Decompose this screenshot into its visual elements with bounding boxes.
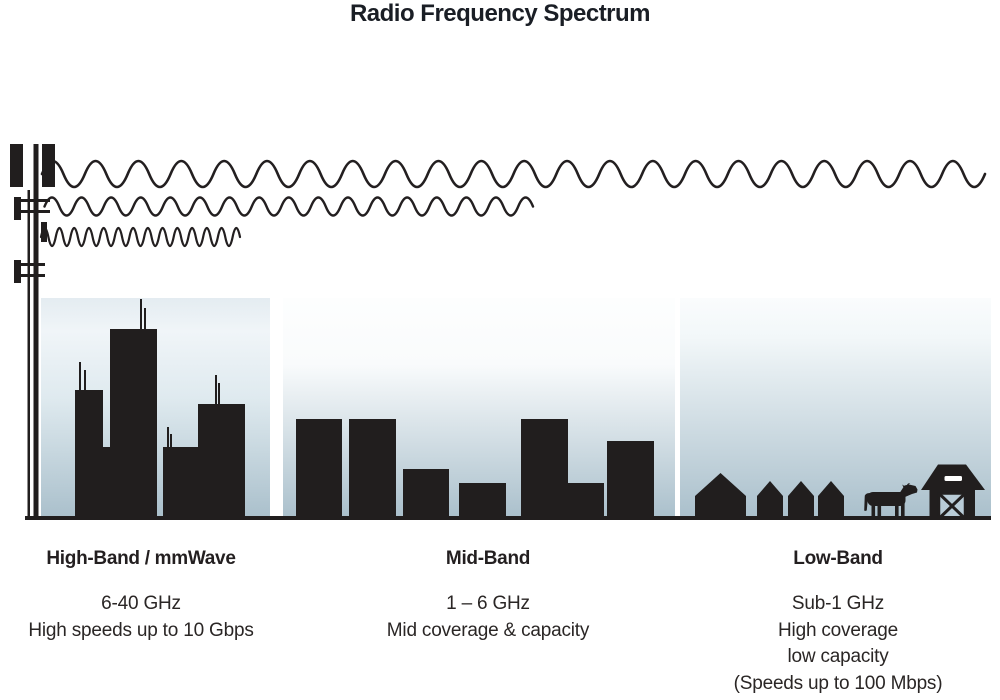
barn-door-crossbuck (937, 492, 967, 520)
antenna-panel (14, 260, 21, 283)
barn-icon (921, 464, 985, 520)
band-detail-line: (Speeds up to 100 Mbps) (733, 672, 943, 694)
skyscraper-silhouette (163, 447, 198, 520)
cow-leg (901, 503, 905, 519)
band-label-high: High-Band / mmWave 6-40 GHz High speeds up… (0, 548, 301, 644)
band-label-mid: Mid-Band 1 – 6 GHz Mid coverage & capacity (328, 548, 648, 644)
wave-low-frequency-icon (40, 159, 987, 189)
tower-crossbar (14, 274, 45, 277)
building-silhouette (568, 483, 604, 520)
rooftop-antenna (215, 375, 217, 406)
antenna-panel (10, 144, 23, 187)
antenna-panel (14, 197, 21, 220)
low-band-neighborhood (695, 473, 844, 520)
cow-tail (864, 493, 870, 511)
rooftop-antenna (84, 370, 86, 392)
building-silhouette (403, 469, 449, 520)
band-label-low: Low-Band Sub-1 GHz High coverage low capaci… (678, 548, 998, 697)
house-silhouette (788, 481, 814, 520)
cow-body (867, 492, 906, 506)
tower-crossbar (14, 199, 50, 202)
cow-icon (864, 482, 918, 519)
building-silhouette (349, 419, 396, 520)
band-detail-line: Mid coverage & capacity (386, 619, 590, 641)
tower-mast-secondary (27, 190, 30, 519)
band-heading-high: High-Band / mmWave (46, 548, 236, 569)
rooftop-antenna (167, 427, 169, 449)
band-detail-line: High speeds up to 10 Gbps (28, 619, 254, 641)
cow-horn (906, 482, 911, 487)
building-silhouette (459, 483, 506, 520)
building-silhouette (296, 419, 342, 520)
cell-tower-icon (10, 144, 55, 519)
rooftop-antenna (79, 362, 81, 392)
building-silhouette (521, 419, 568, 520)
skyscraper-silhouette (75, 390, 103, 520)
band-detail-line: low capacity (787, 646, 889, 667)
rooftop-antenna (218, 383, 220, 406)
rooftop-antenna (144, 308, 146, 331)
cow-head (899, 484, 918, 497)
band-detail-line: 6-40 GHz (101, 593, 181, 614)
skyscraper-silhouette (110, 329, 157, 520)
cow-leg (895, 503, 899, 519)
mid-band-skyline (296, 419, 654, 520)
radio-waves (39, 159, 987, 248)
cow-leg (871, 503, 876, 519)
cow-ear (902, 484, 905, 488)
tower-mast (33, 144, 39, 519)
building-silhouette (607, 441, 654, 520)
ground-baseline (25, 516, 991, 520)
rooftop-antenna (140, 299, 142, 331)
skyscraper-silhouette (198, 404, 245, 520)
band-heading-low: Low-Band (793, 548, 883, 569)
house-silhouette (818, 481, 844, 520)
house-silhouette (695, 473, 746, 520)
skyscraper-silhouette (103, 447, 110, 520)
band-detail-line: High coverage (778, 619, 898, 641)
cow-leg (877, 503, 882, 519)
band-detail-line: Sub-1 GHz (791, 593, 885, 614)
wave-high-frequency-icon (39, 226, 242, 248)
tower-crossbar (14, 263, 45, 266)
band-heading-mid: Mid-Band (445, 548, 531, 569)
band-detail-line: 1 – 6 GHz (446, 593, 530, 614)
house-silhouette (757, 481, 783, 520)
barn-loft-vent (944, 476, 962, 481)
spectrum-diagram (10, 144, 991, 520)
page-title: Radio Frequency Spectrum (349, 0, 651, 27)
antenna-panel (42, 144, 55, 187)
tower-crossbar (14, 210, 50, 213)
rooftop-antenna (170, 434, 172, 449)
high-band-skyline (75, 299, 245, 520)
wave-mid-frequency-icon (43, 196, 535, 217)
antenna-panel (41, 222, 47, 242)
